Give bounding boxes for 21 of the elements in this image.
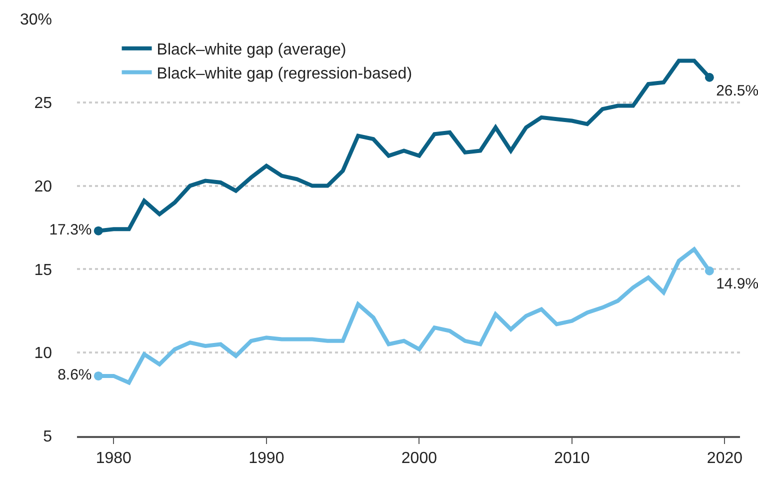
y-tick-label: 30% [20, 12, 52, 29]
y-tick-label: 25 [34, 95, 52, 112]
data-label: 14.9% [716, 276, 758, 293]
point [704, 72, 714, 82]
data-label: 26.5% [716, 82, 758, 100]
x-tick-label: 1990 [248, 450, 284, 467]
x-tick-label: 1980 [96, 450, 132, 467]
y-tick-label: 15 [34, 262, 52, 279]
point [94, 226, 103, 236]
point [94, 371, 103, 380]
legend-label: Black–white gap (regression-based) [156, 65, 412, 82]
y-tick-label: 20 [34, 178, 52, 196]
x-tick-label: 2010 [554, 450, 590, 467]
y-tick-label: 5 [43, 428, 52, 446]
data-label: 8.6% [58, 366, 92, 384]
legend-label: Black–white gap (average) [156, 42, 346, 59]
x-tick-label: 2000 [401, 450, 438, 467]
point [704, 266, 714, 276]
y-tick-label: 10 [34, 345, 52, 362]
data-label: 17.3% [49, 222, 92, 239]
x-tick-label: 2020 [706, 450, 743, 467]
